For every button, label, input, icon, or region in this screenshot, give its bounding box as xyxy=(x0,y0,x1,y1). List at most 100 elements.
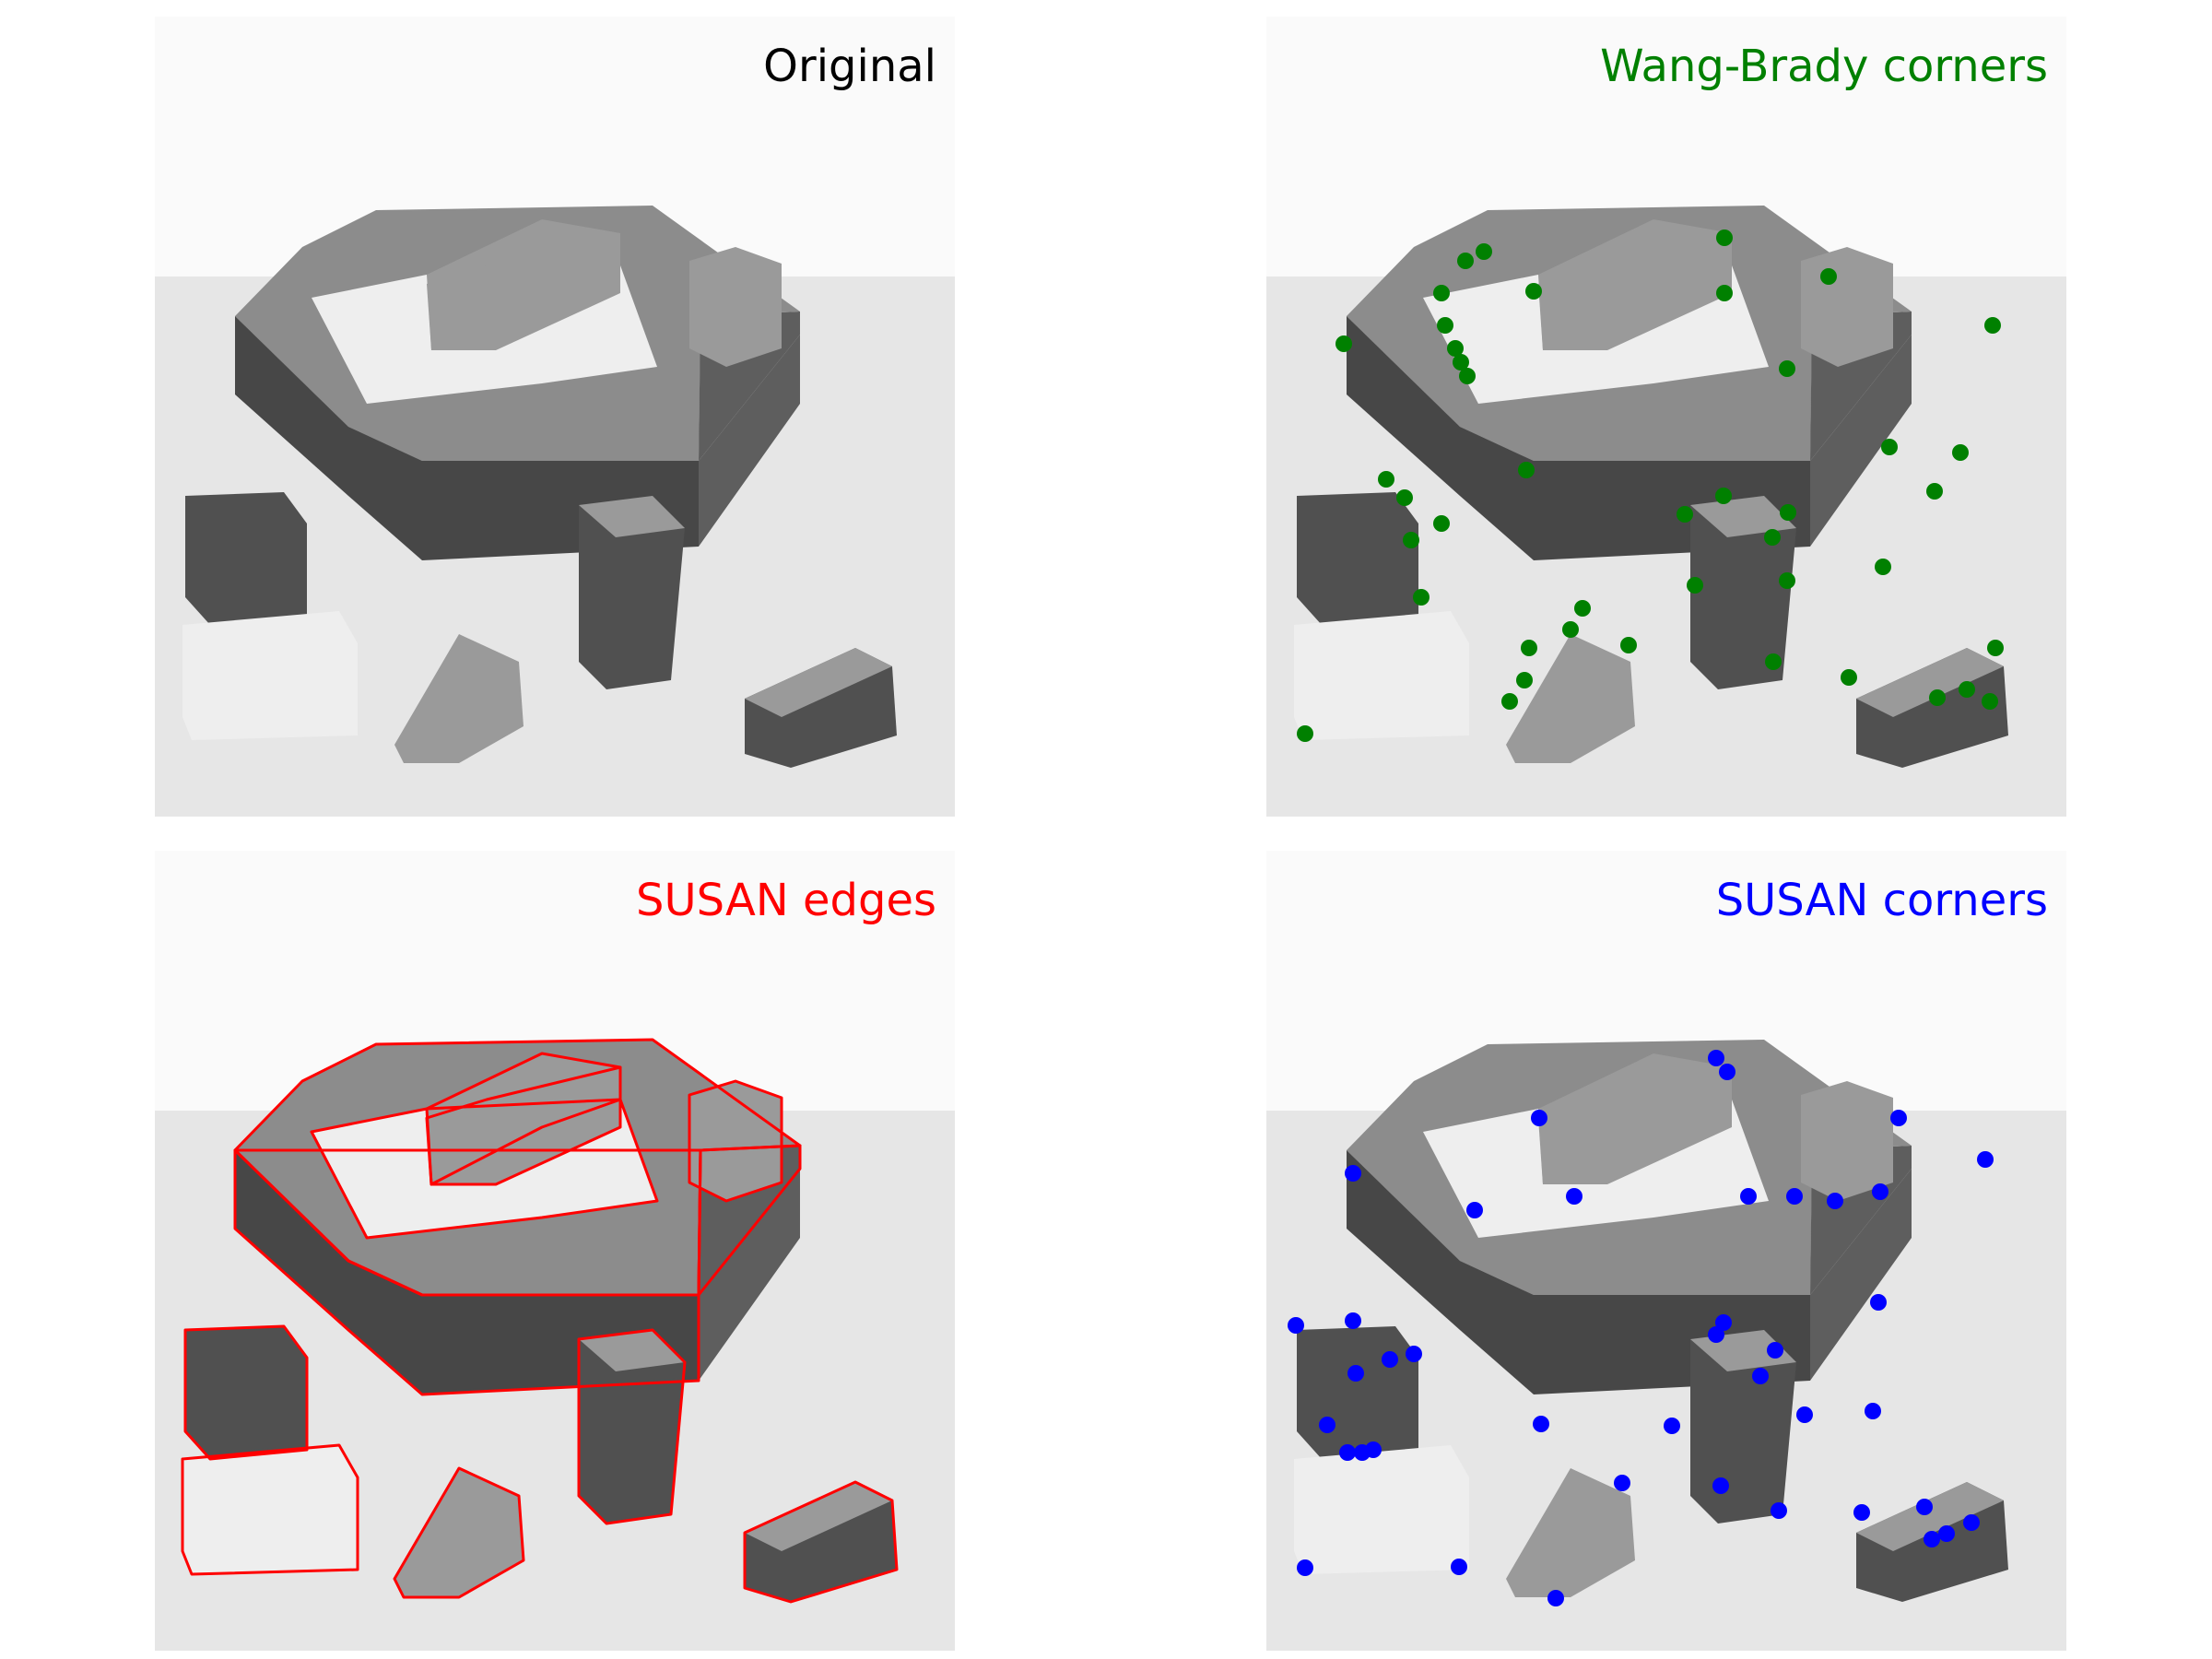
susan-corner-point xyxy=(1547,1590,1564,1606)
susan-corner-point xyxy=(1708,1050,1724,1066)
wang-brady-corner-point xyxy=(1982,693,1998,710)
wang-brady-corner-point xyxy=(1841,669,1857,686)
susan-corners-plate-shape xyxy=(1294,1445,1469,1574)
susan-corner-point xyxy=(1870,1294,1887,1311)
susan-corner-point xyxy=(1977,1151,1994,1168)
susan-corner-point xyxy=(1345,1165,1361,1182)
susan-corner-point xyxy=(1916,1499,1933,1515)
susan-corner-point xyxy=(1345,1312,1361,1329)
wang-brady-corner-point xyxy=(1476,243,1492,260)
susan-edges-dark-block-shape xyxy=(579,1330,685,1524)
wang-brady-corner-point xyxy=(1765,653,1782,670)
susan-corner-point xyxy=(1365,1441,1382,1458)
susan-corner-point xyxy=(1865,1403,1881,1419)
susan-corners-block-shape xyxy=(1538,1067,1732,1184)
wang-brady-corner-point xyxy=(1780,504,1796,521)
wang-brady-corner-point xyxy=(1518,462,1535,478)
wang-brady-corner-point xyxy=(1677,506,1693,523)
susan-corners-image xyxy=(1266,851,2066,1651)
susan-edges-block-shape xyxy=(745,1482,892,1551)
original-wall-shape xyxy=(155,17,955,276)
susan-corner-point xyxy=(1872,1183,1888,1200)
wang-brady-corner-point xyxy=(1453,354,1469,371)
susan-edge-contour xyxy=(688,1079,783,1203)
susan-edges-wall-shape xyxy=(155,851,955,1111)
susan-corner-point xyxy=(1796,1406,1813,1423)
susan-corner-point xyxy=(1297,1559,1313,1576)
susan-corner-point xyxy=(1406,1346,1422,1362)
susan-corners-block-shape xyxy=(1506,1468,1635,1597)
wang-brady-corner-point xyxy=(1716,285,1733,301)
original-block-shape xyxy=(689,247,782,367)
wang-brady-hex-front-shape xyxy=(1347,316,1810,560)
susan-corner-point xyxy=(1767,1342,1783,1359)
susan-edges-block-shape xyxy=(689,1081,782,1201)
wang-brady-dark-block-shape xyxy=(1297,492,1418,625)
wang-brady-title: Wang-Brady corners xyxy=(1600,41,2048,92)
wang-brady-corner-point xyxy=(1987,640,2004,656)
wang-brady-corner-point xyxy=(1881,439,1898,455)
wang-brady-block-shape xyxy=(1801,247,1893,367)
susan-corners-hex-right-shape xyxy=(1810,1169,1912,1381)
susan-corners-block-shape xyxy=(1801,1081,1893,1201)
susan-corners-block-shape xyxy=(1856,1482,2004,1551)
wang-brady-wall-shape xyxy=(1266,17,2066,276)
wang-brady-corner-point xyxy=(1779,572,1795,589)
susan-corner-point xyxy=(1288,1317,1304,1334)
wang-brady-corner-point xyxy=(1929,689,1946,706)
susan-edge-contour xyxy=(393,1466,525,1599)
susan-edge-contour xyxy=(577,1328,687,1525)
susan-corner-point xyxy=(1938,1525,1955,1542)
original-hex-right-shape xyxy=(699,335,800,547)
original-block-shape xyxy=(745,648,892,717)
wang-brady-block-shape xyxy=(1506,634,1635,763)
susan-corner-point xyxy=(1708,1326,1724,1343)
wang-brady-corner-point xyxy=(1984,317,2001,334)
wang-brady-block-shape xyxy=(1690,496,1796,537)
susan-edge-contour xyxy=(425,1065,622,1186)
susan-corner-point xyxy=(1451,1559,1467,1575)
susan-corners-dark-block-shape xyxy=(1690,1330,1796,1524)
wang-brady-corner-point xyxy=(1959,681,1975,698)
wang-brady-corner-point xyxy=(1687,577,1703,594)
wang-brady-corner-point xyxy=(1335,335,1352,352)
susan-corners-hex-front-shape xyxy=(1347,1150,1810,1394)
susan-corner-point xyxy=(1963,1514,1980,1531)
original-title: Original xyxy=(763,41,936,92)
susan-corners-wall-shape xyxy=(1266,851,2066,1111)
wang-brady-corner-point xyxy=(1574,600,1591,617)
wang-brady-corner-point xyxy=(1562,621,1579,638)
wang-brady-corner-point xyxy=(1433,515,1450,532)
wang-brady-corner-point xyxy=(1716,229,1733,246)
susan-edges-panel xyxy=(155,851,955,1651)
susan-edge-contour xyxy=(181,1443,359,1576)
wang-brady-corner-point xyxy=(1457,253,1474,269)
susan-edges-hex-front-shape xyxy=(235,1150,699,1394)
wang-brady-corner-point xyxy=(1447,340,1464,357)
susan-corner-point xyxy=(1853,1504,1870,1521)
susan-edges-block-shape xyxy=(394,1468,524,1597)
wang-brady-corner-point xyxy=(1501,693,1518,710)
original-block-shape xyxy=(427,233,620,350)
wang-brady-corner-point xyxy=(1516,672,1533,688)
wang-brady-corner-point xyxy=(1413,589,1430,606)
susan-corner-point xyxy=(1786,1188,1803,1205)
susan-corners-dark-block-shape xyxy=(1297,1326,1418,1459)
susan-edges-dark-block-shape xyxy=(185,1326,307,1459)
susan-corner-point xyxy=(1319,1417,1335,1433)
susan-corner-point xyxy=(1890,1110,1907,1126)
susan-edges-title: SUSAN edges xyxy=(636,875,936,926)
susan-corner-point xyxy=(1924,1531,1940,1547)
original-image xyxy=(155,17,955,817)
wang-brady-corner-point xyxy=(1396,489,1413,506)
wang-brady-corner-point xyxy=(1779,360,1795,377)
wang-brady-corner-point xyxy=(1433,285,1450,301)
susan-corner-point xyxy=(1719,1064,1735,1080)
susan-corner-point xyxy=(1533,1416,1549,1432)
susan-corners-title: SUSAN corners xyxy=(1715,875,2048,926)
wang-brady-corners-image xyxy=(1266,17,2066,817)
susan-corner-point xyxy=(1740,1188,1757,1205)
susan-edges-block-shape xyxy=(579,1330,685,1371)
original-dark-block-shape xyxy=(579,496,685,689)
original-plate-shape xyxy=(182,611,358,740)
